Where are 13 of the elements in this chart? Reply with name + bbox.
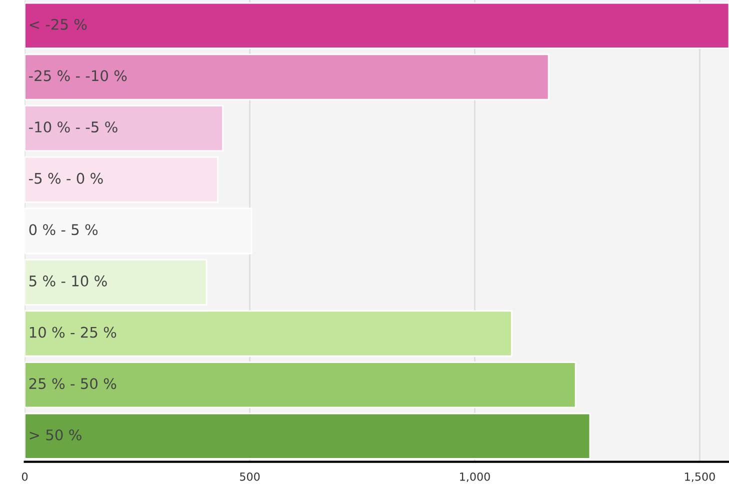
x-tick-label: 1,000 bbox=[460, 472, 490, 482]
y-tick-label: 0 % - 5 % bbox=[29, 224, 98, 236]
x-tick-label: 1,500 bbox=[685, 472, 715, 482]
y-tick-label: < -25 % bbox=[30, 18, 87, 30]
y-tick-label: -10 % - -5 % bbox=[29, 121, 118, 133]
y-tick-label: 5 % - 10 % bbox=[29, 275, 107, 286]
y-tick-label: > 50 % bbox=[30, 429, 82, 440]
y-tick-label: 25 % - 50 % bbox=[29, 378, 116, 390]
y-tick-label: -25 % - -10 % bbox=[29, 70, 127, 82]
x-tick-label: 500 bbox=[240, 472, 260, 481]
x-tick-label: 0 bbox=[22, 472, 28, 481]
y-tick-label: -5 % - 0 % bbox=[29, 172, 103, 184]
y-tick-label: 10 % - 25 % bbox=[30, 326, 116, 338]
